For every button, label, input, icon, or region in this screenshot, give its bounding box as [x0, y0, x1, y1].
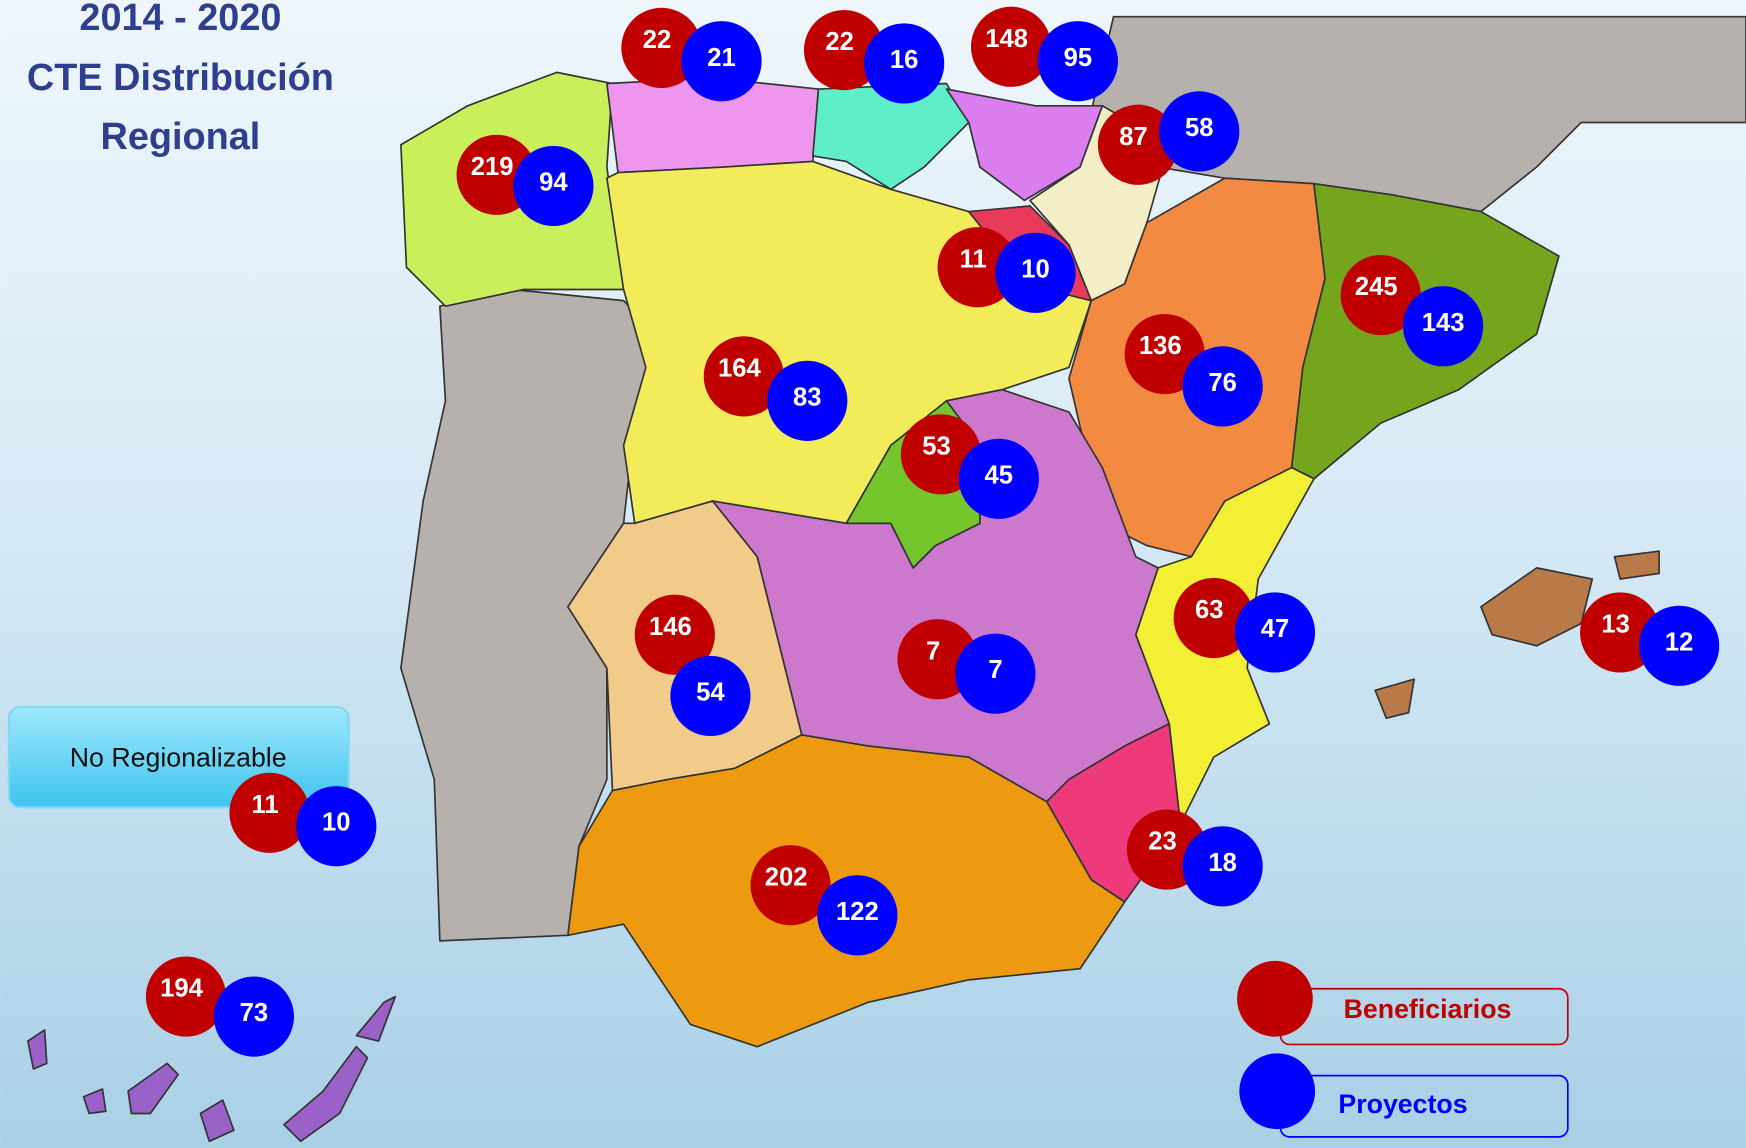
proyectos-value: 54: [696, 678, 725, 706]
proyectos-value: 143: [1422, 309, 1465, 337]
proyectos-circle: [513, 145, 594, 227]
beneficiarios-value: 148: [985, 25, 1028, 53]
proyectos-value: 45: [985, 461, 1014, 489]
canarias-1: [27, 1029, 48, 1070]
canarias-4: [199, 1099, 235, 1143]
proyectos-circle: [995, 232, 1076, 313]
beneficiarios-value: 7: [926, 637, 940, 665]
beneficiarios-circle: [750, 845, 831, 926]
proyectos-circle: [1182, 826, 1263, 907]
legend-label: Beneficiarios: [1344, 994, 1512, 1024]
proyectos-circle: [955, 633, 1036, 714]
proyectos-value: 16: [890, 46, 919, 74]
proyectos-value: 10: [1021, 255, 1050, 283]
proyectos-value: 47: [1261, 615, 1289, 643]
beneficiarios-value: 22: [825, 28, 854, 56]
proyectos-value: 73: [240, 999, 269, 1027]
beneficiarios-circle: [634, 594, 715, 675]
beneficiarios-value: 219: [471, 153, 514, 181]
beneficiarios-value: 164: [718, 354, 761, 382]
beneficiarios-value: 146: [649, 613, 692, 641]
beneficiarios-value: 87: [1119, 123, 1148, 151]
canarias-5: [283, 1045, 369, 1143]
beneficiarios-circle: [1097, 104, 1179, 185]
beneficiarios-value: 63: [1195, 596, 1223, 624]
canarias-6: [355, 995, 397, 1042]
title-line: 2014 - 2020: [79, 0, 281, 39]
canarias-3: [127, 1062, 180, 1115]
beneficiarios-value: 13: [1601, 611, 1629, 639]
title-line: Regional: [101, 116, 261, 158]
beneficiarios-circle: [229, 772, 310, 853]
proyectos-value: 76: [1208, 369, 1237, 397]
ibiza: [1374, 678, 1415, 720]
beneficiarios-circle: [1340, 254, 1421, 336]
markers: 22 21 22 16 148 95 87 58 219 94 11 10 245 143 136 76 164…: [145, 6, 1720, 1057]
beneficiarios-circle: [145, 956, 227, 1037]
no-regionalizable-label: No Regionalizable: [70, 742, 287, 772]
proyectos-circle: [1037, 21, 1118, 102]
proyectos-circle: [670, 655, 751, 737]
proyectos-value: 10: [322, 809, 351, 837]
proyectos-value: 83: [793, 383, 822, 411]
proyectos-value: 95: [1064, 44, 1093, 72]
beneficiarios-value: 53: [922, 432, 951, 460]
proyectos-circle: [767, 360, 848, 441]
beneficiarios-value: 202: [765, 863, 808, 891]
proyectos-circle: [1639, 605, 1720, 686]
beneficiarios-value: 11: [251, 791, 278, 819]
proyectos-value: 21: [707, 44, 736, 72]
pais-vasco: [945, 88, 1104, 202]
menorca: [1613, 550, 1660, 580]
proyectos-circle: [817, 875, 898, 956]
proyectos-value: 58: [1185, 114, 1213, 142]
proyectos-circle: [296, 786, 377, 867]
proyectos-value: 122: [836, 898, 879, 926]
proyectos-value: 94: [539, 168, 568, 196]
beneficiarios-circle: [970, 6, 1052, 87]
beneficiarios-circle: [1173, 577, 1254, 659]
beneficiarios-circle: [937, 227, 1018, 308]
proyectos-value: 18: [1208, 849, 1237, 877]
proyectos-circle: [213, 976, 294, 1057]
proyectos-circle: [1403, 286, 1484, 367]
beneficiarios-value: 194: [160, 975, 203, 1003]
title-line: CTE Distribución: [27, 57, 334, 99]
beneficiarios-value: 23: [1148, 828, 1177, 856]
beneficiarios-circle: [803, 10, 885, 91]
legend-swatch: [1237, 960, 1313, 1037]
proyectos-circle: [1234, 592, 1316, 673]
proyectos-value: 12: [1665, 628, 1693, 656]
canarias-2: [82, 1088, 107, 1115]
proyectos-circle: [958, 438, 1039, 519]
beneficiarios-circle: [621, 7, 702, 88]
legend-label: Proyectos: [1338, 1089, 1467, 1119]
proyectos-value: 7: [988, 656, 1002, 684]
legend-swatch: [1239, 1053, 1316, 1130]
beneficiarios-value: 136: [1139, 332, 1182, 360]
proyectos-circle: [1182, 346, 1263, 427]
beneficiarios-value: 245: [1355, 273, 1398, 301]
beneficiarios-value: 22: [643, 26, 672, 54]
beneficiarios-value: 11: [960, 245, 987, 273]
proyectos-circle: [864, 23, 945, 104]
proyectos-circle: [681, 21, 762, 102]
beneficiarios-circle: [703, 336, 784, 417]
proyectos-circle: [1159, 91, 1240, 172]
